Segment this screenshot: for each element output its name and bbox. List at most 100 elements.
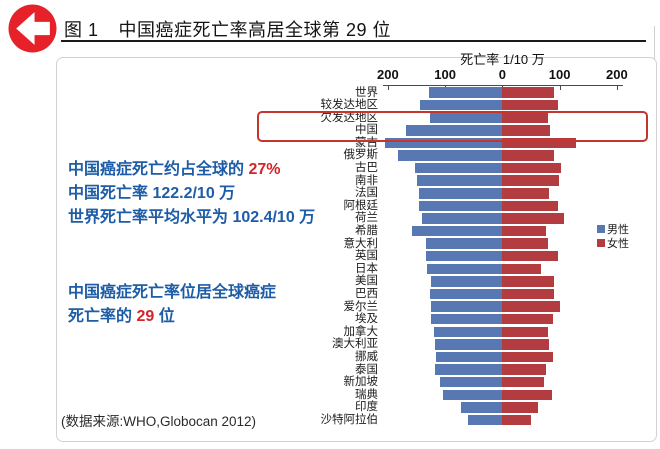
axis-tick-label: 100 bbox=[548, 67, 571, 82]
category-label: 沙特阿拉伯 bbox=[320, 413, 379, 426]
title-bar: 图 1 中国癌症死亡率高居全球第 29 位 bbox=[64, 16, 391, 42]
female-bar bbox=[502, 276, 554, 287]
legend: 男性 女性 bbox=[597, 222, 629, 250]
female-bar bbox=[502, 162, 561, 174]
axis-tick-mark bbox=[559, 86, 561, 90]
annotation-line-1: 中国癌症死亡约占全球的 27% bbox=[68, 158, 315, 182]
right-edge-line bbox=[654, 26, 655, 60]
female-bar bbox=[502, 288, 554, 300]
female-bar bbox=[502, 389, 552, 401]
female-bar bbox=[502, 313, 553, 325]
female-bar bbox=[502, 112, 548, 123]
female-bar bbox=[502, 99, 559, 111]
male-bar bbox=[416, 175, 503, 186]
male-bar bbox=[418, 188, 503, 199]
male-bar bbox=[461, 402, 503, 413]
category-label: 蒙古 bbox=[355, 136, 378, 149]
female-bar bbox=[502, 200, 558, 212]
male-bar bbox=[434, 326, 503, 338]
annotation-line-5-text: 死亡率的 bbox=[68, 308, 137, 325]
male-bar bbox=[427, 263, 503, 275]
female-bar bbox=[502, 125, 550, 136]
category-label: 希腊 bbox=[355, 225, 378, 238]
axis-title: 死亡率 1/10 万 bbox=[460, 52, 545, 67]
female-bar bbox=[502, 225, 547, 237]
back-arrow-graphic bbox=[8, 4, 57, 53]
title-underline bbox=[61, 40, 646, 42]
axis-tick-label: 200 bbox=[606, 67, 628, 82]
chart-panel bbox=[56, 57, 657, 442]
category-label: 泰国 bbox=[355, 363, 378, 376]
category-label: 法国 bbox=[355, 187, 378, 200]
source-note: (数据来源:WHO,Globocan 2012) bbox=[61, 414, 257, 429]
male-bar bbox=[439, 376, 503, 388]
legend-item: 女性 bbox=[597, 236, 629, 250]
category-label: 日本 bbox=[355, 262, 378, 275]
male-bar bbox=[425, 238, 503, 249]
male-bar bbox=[435, 339, 503, 350]
axis-tick-mark bbox=[387, 86, 389, 90]
category-label: 世界 bbox=[355, 86, 378, 99]
female-bar bbox=[502, 213, 564, 224]
female-bar bbox=[502, 175, 560, 186]
category-label: 瑞典 bbox=[355, 388, 378, 401]
male-bar bbox=[429, 87, 503, 98]
figure-label: 图 1 bbox=[64, 20, 99, 40]
female-bar bbox=[502, 87, 555, 98]
legend-label: 男性 bbox=[607, 224, 629, 236]
female-bar bbox=[502, 326, 548, 338]
male-bar bbox=[426, 250, 503, 262]
female-bar bbox=[502, 137, 576, 149]
category-label: 古巴 bbox=[355, 162, 378, 175]
male-bar bbox=[397, 150, 503, 161]
female-bar bbox=[502, 250, 559, 262]
axis-tick-label: 200 bbox=[377, 67, 399, 82]
male-bar bbox=[411, 225, 503, 237]
axis-tick-label: 0 bbox=[498, 67, 506, 82]
axis-tick-label: 100 bbox=[434, 67, 456, 82]
legend-item: 男性 bbox=[597, 222, 629, 236]
category-label: 中国 bbox=[355, 124, 378, 137]
legend-swatch bbox=[597, 239, 605, 247]
china-highlight-box bbox=[257, 111, 648, 142]
female-bar bbox=[502, 188, 549, 199]
category-label: 澳大利亚 bbox=[332, 338, 378, 351]
female-bar bbox=[502, 364, 546, 375]
male-bar bbox=[431, 276, 503, 287]
annotation-line-3: 世界死亡率平均水平为 102.4/10 万 bbox=[68, 209, 316, 226]
category-label: 较发达地区 bbox=[320, 99, 379, 112]
male-bar bbox=[419, 200, 503, 212]
male-bar bbox=[431, 313, 503, 325]
axis-line bbox=[383, 85, 623, 86]
female-bar bbox=[502, 301, 560, 312]
annotation-line-2: 中国死亡率 122.2/10 万 bbox=[68, 185, 236, 202]
category-label: 埃及 bbox=[355, 313, 378, 326]
axis-tick-mark bbox=[616, 86, 618, 90]
female-bar bbox=[502, 414, 532, 426]
category-label: 阿根廷 bbox=[343, 199, 379, 212]
category-label: 爱尔兰 bbox=[343, 300, 379, 313]
category-label: 欠发达地区 bbox=[320, 111, 379, 124]
male-bar bbox=[419, 99, 503, 111]
annotation-line-5: 死亡率的 29 位 bbox=[68, 305, 276, 329]
female-bar bbox=[502, 263, 542, 275]
category-label: 加拿大 bbox=[343, 325, 379, 338]
annotation-line-5-highlight: 29 bbox=[136, 308, 155, 325]
male-bar bbox=[422, 213, 503, 224]
category-label: 英国 bbox=[355, 250, 378, 263]
category-label: 巴西 bbox=[355, 288, 378, 301]
female-bar bbox=[502, 351, 553, 363]
back-arrow-icon bbox=[8, 4, 57, 53]
male-bar bbox=[435, 364, 503, 375]
legend-label: 女性 bbox=[607, 238, 629, 250]
female-bar bbox=[502, 376, 544, 388]
category-label: 印度 bbox=[355, 401, 378, 414]
legend-swatch bbox=[597, 225, 605, 233]
female-bar bbox=[502, 402, 538, 413]
female-bar bbox=[502, 339, 550, 350]
category-label: 挪威 bbox=[355, 351, 378, 364]
male-bar bbox=[430, 288, 503, 300]
page-title: 中国癌症死亡率高居全球第 29 位 bbox=[118, 20, 392, 40]
male-bar bbox=[430, 301, 503, 312]
annotation-line-4: 中国癌症死亡率位居全球癌症 bbox=[68, 284, 277, 301]
